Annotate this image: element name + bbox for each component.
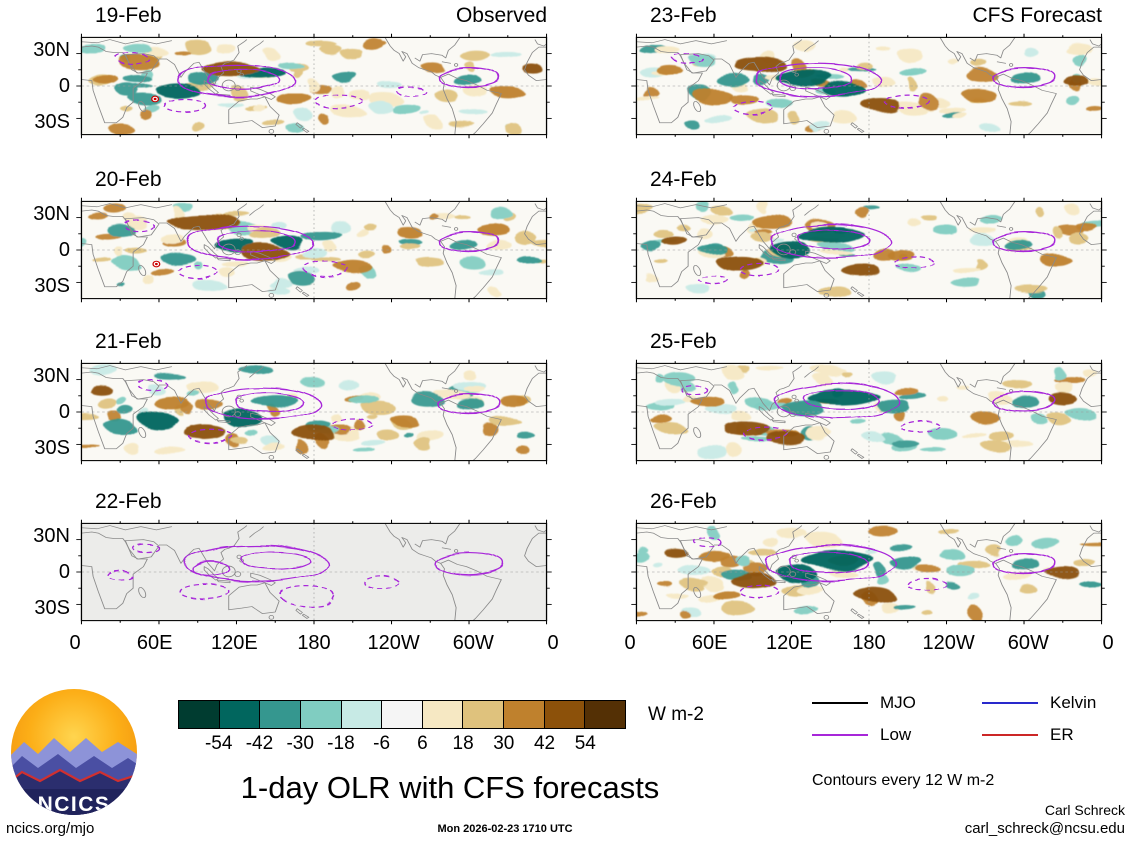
colorbar-tick-label: -30 [286,733,314,754]
logo-text: NCICS [38,793,111,816]
colorbar-segment [382,701,423,728]
y-tick-label: 30S [34,111,70,133]
colorbar-segments [178,700,626,729]
map-panel-25-Feb [630,358,1108,466]
map-panel-24-Feb [630,196,1108,304]
timestamp: Mon 2026-02-23 1710 UTC [437,823,573,835]
colorbar-tick-label: 18 [452,733,474,754]
x-tick-label: 120E [210,632,258,654]
colorbar-segment [422,701,464,728]
colorbar-tick-label: 54 [574,733,596,754]
logo-red-ridge-line [11,768,137,784]
ncics-logo: NCICS [11,689,137,816]
y-tick-label: 30N [33,39,70,61]
x-tick-label: 180 [297,632,331,654]
credit-email: carl_schreck@ncsu.edu [964,820,1125,837]
y-tick-label: 30N [33,365,70,387]
colorbar-segment [341,701,383,728]
x-tick-label: 60E [136,632,173,654]
x-tick-label: 60W [1007,632,1049,654]
colorbar-tick-label: -18 [327,733,355,754]
x-tick-label: 120W [367,632,420,654]
x-tick-label: 0 [1102,632,1114,654]
panel-date-label: 21-Feb [95,330,162,353]
column-title: CFS Forecast [972,4,1102,27]
panel-date-label: 25-Feb [650,330,717,353]
y-axis-labels: 30N 0 30S [14,196,70,304]
x-tick-label: 0 [547,632,559,654]
panel-date-label: 20-Feb [95,168,162,191]
contour-note: Contours every 12 W m-2 [812,772,995,789]
logo-mountains: NCICS [11,738,137,816]
map-panel-20-Feb [75,196,553,304]
colorbar-segment [219,701,261,728]
colorbar-segment [300,701,342,728]
credit-name: Carl Schreck [1044,802,1125,818]
colorbar-units-label: W m-2 [648,704,704,725]
y-axis-labels: 30N 0 30S [14,32,70,140]
colorbar-segment [544,701,586,728]
legend-line [982,701,1038,705]
legend-label: Low [880,725,912,744]
colorbar-tick-label: -6 [373,733,391,754]
y-tick-label: 0 [58,401,70,423]
legend-label: Kelvin [1050,693,1097,712]
y-tick-label: 30S [34,437,70,459]
panel-date-label: 19-Feb [95,4,162,27]
colorbar-segment [260,701,301,728]
panel-date-label: 24-Feb [650,168,717,191]
legend-column-1: MJO Low [812,692,916,756]
legend-line [982,733,1038,737]
y-tick-label: 30S [34,275,70,297]
legend-column-2: Kelvin ER [982,692,1096,756]
map-panel-19-Feb [75,32,553,140]
site-link: ncics.org/mjo [6,820,95,837]
y-tick-label: 0 [58,561,70,583]
colorbar-tick-label: -42 [245,733,274,754]
figure-title: 1-day OLR with CFS forecasts [240,770,660,805]
map-panel-23-Feb [630,32,1108,140]
map-panel-22-Feb [75,518,553,626]
colorbar-segment [585,701,626,728]
colorbar-tick-label: 30 [493,733,515,754]
legend-line [812,701,868,705]
map-panel-21-Feb [75,358,553,466]
y-axis-labels: 30N 0 30S [14,358,70,466]
y-tick-label: 30N [33,525,70,547]
panel-date-label: 22-Feb [95,490,162,513]
colorbar-segment [179,701,220,728]
panel-date-label: 26-Feb [650,490,717,513]
x-tick-label: 0 [624,632,636,654]
x-tick-label: 0 [69,632,81,654]
legend-line [812,733,868,737]
colorbar: -54 -42 -30 -18 -6 6 18 30 42 54 [178,700,626,757]
legend-label: MJO [880,693,916,712]
colorbar-segment [504,701,545,728]
colorbar-segment [463,701,505,728]
y-axis-labels: 30N 0 30S [14,518,70,626]
colorbar-tick-label: 42 [533,733,556,754]
legend-item-er: ER [982,724,1096,746]
x-tick-label: 180 [852,632,886,654]
colorbar-tick-labels: -54 -42 -30 -18 -6 6 18 30 42 54 [178,733,626,757]
y-tick-label: 30S [34,597,70,619]
legend-item-kelvin: Kelvin [982,692,1096,714]
legend-label: ER [1050,725,1074,744]
panel-date-label: 23-Feb [650,4,717,27]
x-tick-label: 120W [922,632,975,654]
y-tick-label: 0 [58,239,70,261]
y-tick-label: 0 [58,75,70,97]
legend-item-mjo: MJO [812,692,916,714]
map-panel-26-Feb [630,518,1108,626]
colorbar-tick-label: 6 [417,733,428,754]
x-tick-label: 60E [691,632,728,654]
y-tick-label: 30N [33,203,70,225]
x-tick-label: 120E [765,632,813,654]
x-tick-label: 60W [452,632,494,654]
legend-item-low: Low [812,724,916,746]
column-title: Observed [455,4,547,27]
colorbar-tick-label: -54 [204,733,233,754]
